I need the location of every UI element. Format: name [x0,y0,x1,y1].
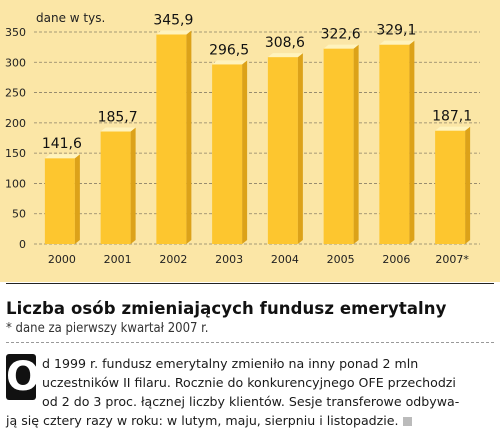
bar [267,57,298,245]
y-tick-label: 350 [5,26,26,39]
dashed-divider [6,342,494,343]
article-line: ją się cztery razy w roku: w lutym, maju… [6,413,399,428]
bar-chart: 0 50 100 150 200 250 300 350 141,6 2000 185,7 2001 3… [5,12,480,266]
bar-top [379,40,415,45]
data-label: 141,6 [42,136,82,152]
data-label: 296,5 [209,42,249,58]
y-tick-label: 150 [5,147,26,160]
bar-top [435,126,471,131]
y-tick-label: 0 [19,238,26,251]
chart-footnote: * dane za pierwszy kwartał 2007 r. [6,321,209,336]
bar-side [242,60,248,244]
data-label: 187,1 [432,109,472,125]
data-label: 322,6 [321,27,361,43]
data-label: 345,9 [153,12,193,28]
x-tick-label: 2000 [48,253,76,266]
y-tick-label: 200 [5,117,26,130]
bar-top [156,30,192,35]
bar [44,158,75,244]
bar-side [74,154,80,244]
bar-side [186,30,192,244]
bar-side [297,53,303,245]
chart-panel: 0 50 100 150 200 250 300 350 141,6 2000 185,7 2001 3… [0,0,500,282]
unit-label: dane w tys. [36,11,106,25]
bar [323,48,354,244]
bar-top [212,60,248,65]
bar-top [267,53,303,58]
y-tick-label: 100 [5,177,26,190]
article-line-last: ją się cztery razy w roku: w lutym, maju… [6,411,494,430]
y-tick-label: 250 [5,87,26,100]
bar [379,44,410,245]
x-tick-label: 2004 [271,253,299,266]
bar-top [100,127,136,132]
drop-cap: O [6,354,41,400]
bar-top [44,154,80,159]
end-mark-icon [402,417,412,426]
bar-side [353,44,359,244]
y-tick-label: 300 [5,56,26,69]
bar-top [323,44,359,49]
bar [435,130,466,244]
x-tick-label: 2003 [215,253,243,266]
divider-line [6,283,494,284]
x-tick-label: 2002 [159,253,187,266]
bar [156,34,187,244]
x-tick-label: 2005 [327,253,355,266]
article-line: d 1999 r. fundusz emerytalny zmieniło na… [42,356,419,371]
article-line: od 2 do 3 proc. łącznej liczby klientów.… [42,394,460,409]
bar [212,64,243,244]
x-tick-label: 2007* [435,253,469,266]
bar-side [130,127,136,244]
data-label: 185,7 [98,110,138,126]
article-body: d 1999 r. fundusz emerytalny zmieniło na… [6,354,494,430]
article-line: uczestników II filaru. Rocznie do konkur… [42,375,456,390]
bar [100,131,131,244]
bar-side [409,40,415,245]
x-tick-label: 2001 [104,253,132,266]
y-tick-label: 50 [12,208,26,221]
x-tick-label: 2006 [382,253,410,266]
bar-side [465,126,471,244]
data-label: 308,6 [265,35,305,51]
data-label: 329,1 [376,23,416,39]
chart-title: Liczba osób zmieniających fundusz emeryt… [6,299,447,318]
